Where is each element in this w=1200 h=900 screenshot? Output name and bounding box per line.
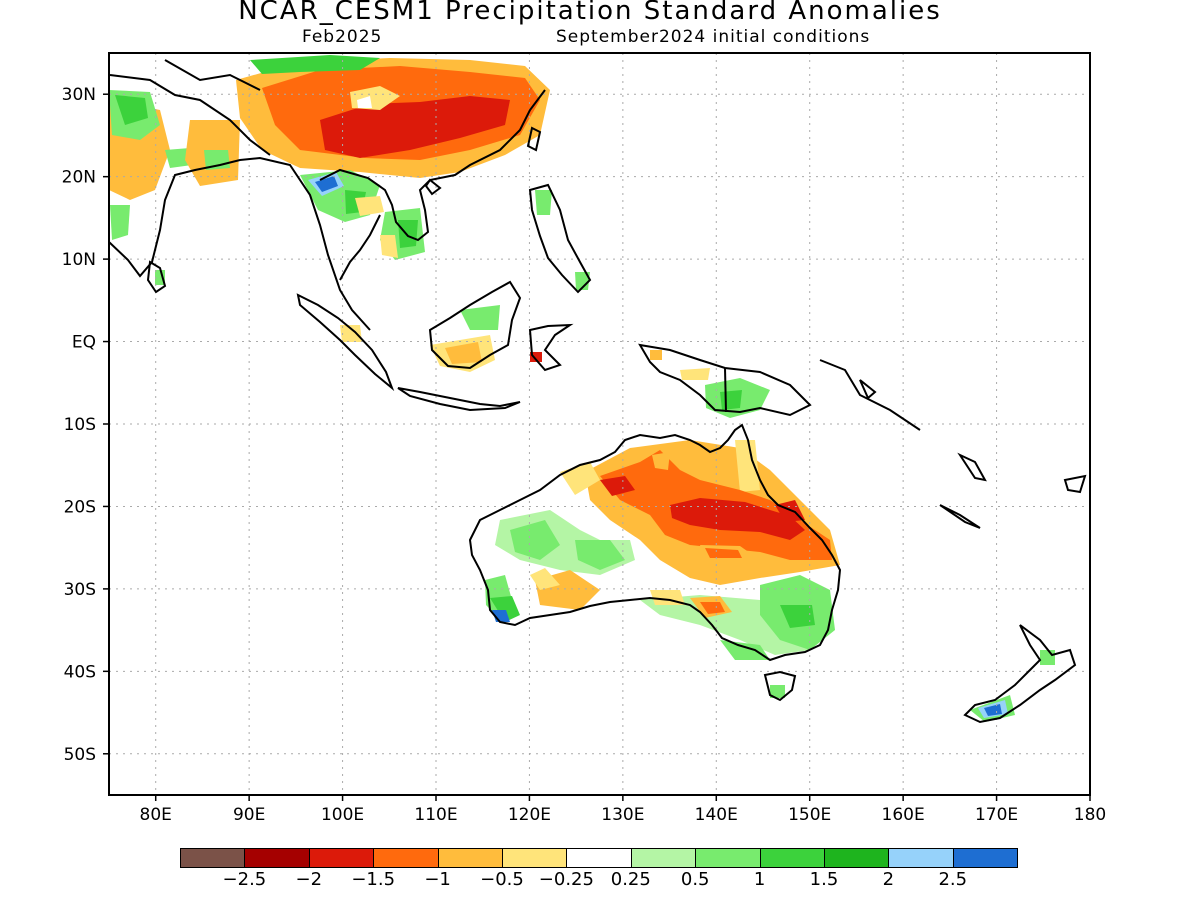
colorbar-label: 1 — [753, 869, 766, 890]
colorbar-label: −2.5 — [222, 869, 267, 890]
lon-label: 130E — [601, 805, 644, 825]
colorbar-label: 2 — [882, 869, 895, 890]
colorbar-swatch — [502, 848, 568, 868]
colorbar-swatch — [630, 848, 697, 868]
lon-axis-labels: 80E 90E 100E 110E 120E 130E 140E 150E 160E 170E 18… — [140, 805, 1107, 825]
colorbar-swatch — [373, 848, 439, 868]
colorbar-label: −2 — [295, 869, 323, 890]
australia-coast — [468, 423, 842, 662]
lat-label: 30S — [64, 580, 96, 600]
lat-label: 10S — [64, 415, 96, 435]
colorbar-label: 2.5 — [938, 869, 968, 890]
colorbar-label: −1 — [424, 869, 451, 890]
lat-label: EQ — [72, 333, 96, 353]
colorbar-label: −0.5 — [480, 869, 524, 890]
lon-label: 180 — [1074, 805, 1106, 825]
colorbar-swatch — [566, 848, 632, 868]
init-conditions-label: September2024 initial conditions — [556, 27, 871, 47]
sw-australia-wet-region — [490, 596, 520, 622]
colorbar-swatch — [244, 848, 310, 868]
colorbar-swatch — [952, 848, 1019, 868]
colorbar-label: 0.5 — [680, 869, 710, 890]
colorbar-swatch — [437, 848, 503, 868]
colorbar-swatch — [888, 848, 954, 868]
lon-label: 120E — [508, 805, 551, 825]
graticule — [109, 53, 1090, 795]
valid-month-label: Feb2025 — [302, 27, 383, 47]
colorbar-swatch — [180, 848, 246, 868]
lat-label: 40S — [64, 662, 96, 682]
queensland-dry-peak — [670, 498, 805, 540]
colorbar-swatch — [759, 848, 825, 868]
lon-label: 140E — [695, 805, 738, 825]
lat-axis-labels: 30N 20N 10N EQ 10S 20S 30S 40S 50S — [62, 85, 96, 765]
axis-ticks — [103, 93, 1091, 801]
lon-label: 100E — [321, 805, 364, 825]
colorbar-swatch — [824, 848, 890, 868]
lon-label: 150E — [788, 805, 831, 825]
lat-label: 30N — [62, 85, 96, 105]
colorbar-swatch — [695, 848, 761, 868]
coastlines — [109, 59, 1087, 724]
colorbar-swatch — [308, 848, 375, 868]
colorbar-label: −0.25 — [538, 869, 594, 890]
lon-label: 110E — [414, 805, 457, 825]
colorbar-label: 0.25 — [610, 869, 651, 890]
lat-label: 10N — [62, 250, 96, 270]
colorbar-label: 1.5 — [809, 869, 839, 890]
western-australia-wet-region — [510, 520, 560, 560]
lon-label: 80E — [140, 805, 172, 825]
lat-label: 50S — [64, 745, 96, 765]
chart-title: NCAR_CESM1 Precipitation Standard Anomal… — [238, 0, 942, 26]
lon-label: 160E — [882, 805, 925, 825]
lat-label: 20N — [62, 168, 96, 188]
colorbar-label: −1.5 — [351, 869, 396, 890]
lat-label: 20S — [64, 497, 96, 517]
lon-label: 90E — [233, 805, 265, 825]
anomaly-fill-layer — [109, 55, 1055, 722]
lon-label: 170E — [975, 805, 1018, 825]
china-dry-peak — [320, 96, 510, 158]
